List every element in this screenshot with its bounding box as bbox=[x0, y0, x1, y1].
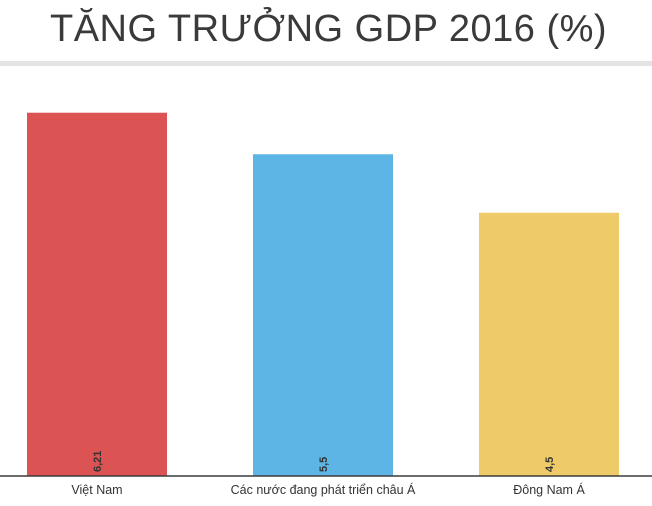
labels-group: 6,21 Việt Nam 5,5 Các nước đang phát triển … bbox=[71, 451, 585, 497]
value-label-2: 5,5 bbox=[318, 457, 330, 472]
title-divider bbox=[0, 61, 652, 66]
chart-title: TĂNG TRƯỞNG GDP 2016 (%) bbox=[50, 8, 608, 50]
category-label-2: Các nước đang phát triển châu Á bbox=[231, 482, 416, 497]
bars-group bbox=[27, 112, 619, 476]
category-label-3: Đông Nam Á bbox=[513, 482, 585, 497]
bar-3 bbox=[479, 212, 619, 476]
category-label-1: Việt Nam bbox=[71, 483, 122, 497]
bar-2 bbox=[253, 154, 393, 476]
bar-1 bbox=[27, 112, 167, 476]
value-label-1: 6,21 bbox=[92, 451, 104, 472]
value-label-3: 4,5 bbox=[544, 457, 556, 472]
